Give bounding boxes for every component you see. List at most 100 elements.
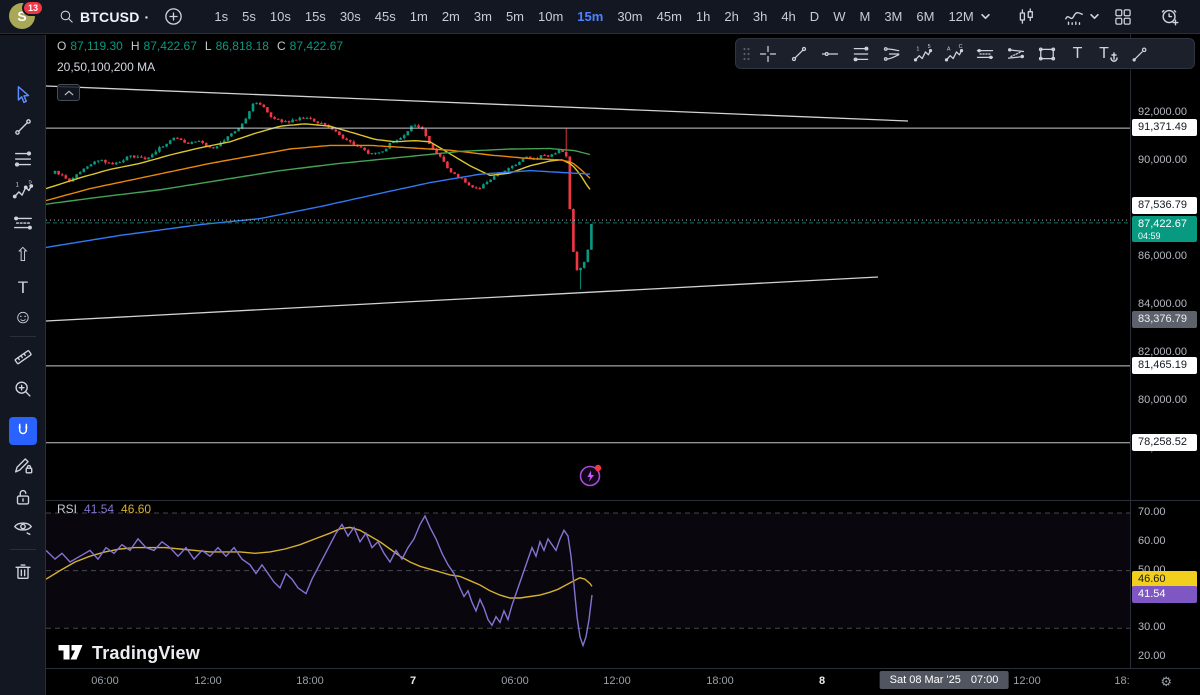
price-axis[interactable]: 94,000.0092,000.0090,000.0088,000.0086,0… (1130, 33, 1200, 668)
cursor-tool-button[interactable] (9, 81, 37, 109)
measure-tool-button[interactable] (9, 343, 37, 371)
timeframe-4h[interactable]: 4h (781, 8, 796, 24)
add-symbol-button[interactable] (156, 0, 191, 33)
price-tick: 80,000.00 (1138, 394, 1187, 406)
timeframe-6M[interactable]: 6M (916, 8, 935, 24)
ma-legend-row[interactable]: 20,50,100,200 MA (57, 60, 343, 74)
cross-tool-button[interactable] (752, 40, 783, 67)
svg-text:5: 5 (29, 180, 33, 185)
time-tick: 7 (409, 675, 417, 687)
text-button[interactable]: T (1062, 40, 1093, 67)
chart-style-button[interactable] (1009, 0, 1044, 33)
rsi-label-yellow: 46.60 (1132, 571, 1197, 589)
lock-drawings-button[interactable] (9, 483, 37, 511)
timeframe-10m[interactable]: 10m (538, 8, 564, 24)
timeframe-M[interactable]: M (859, 8, 871, 24)
anchored-text-button[interactable]: T (1093, 40, 1124, 67)
timeframe-12M[interactable]: 12M (948, 8, 974, 24)
timeframe-3h[interactable]: 3h (752, 8, 768, 24)
timeframe-45s[interactable]: 45s (374, 8, 396, 24)
gear-icon[interactable]: ⚙ (1160, 674, 1172, 689)
brush-button[interactable] (1124, 40, 1155, 67)
indicators-button[interactable] (1056, 0, 1106, 33)
timeframe-3m[interactable]: 3m (473, 8, 492, 24)
svg-text:5: 5 (927, 44, 930, 50)
timeframe-15m[interactable]: 15m (577, 8, 604, 24)
rsi-series (46, 514, 593, 648)
timeframe-3M[interactable]: 3M (884, 8, 903, 24)
drawing-mode-button[interactable] (9, 451, 37, 479)
time-tick: 06:00 (91, 675, 119, 687)
pane-separator[interactable] (46, 500, 1200, 501)
rsi-band (46, 512, 1130, 629)
horizontal-ray-button[interactable] (814, 40, 845, 67)
symbol-legend[interactable]: O 87,119.30 H 87,422.67 L 86,818.18 C 87,422… (57, 39, 343, 81)
high-value: 87,422.67 (143, 39, 197, 53)
chevron-up-icon (64, 89, 73, 95)
trend-line-icon (15, 119, 31, 135)
cursor-icon (17, 86, 30, 104)
remove-drawings-button[interactable] (9, 557, 37, 585)
hide-drawings-button[interactable] (9, 513, 37, 541)
timeframe-D[interactable]: D (809, 8, 820, 24)
timeframe-30m[interactable]: 30m (617, 8, 643, 24)
fib-retracement-icon (853, 46, 868, 61)
text-tool-button[interactable]: T (9, 273, 37, 301)
elliott-impulse-button[interactable]: 1 5 (907, 40, 938, 67)
close-label: C (276, 39, 286, 53)
timeframe-5m[interactable]: 5m (505, 8, 524, 24)
price-tick: 92,000.00 (1138, 106, 1187, 118)
drag-handle[interactable] (740, 40, 752, 67)
flash-notification-badge[interactable] (577, 461, 605, 494)
timeframe-2h[interactable]: 2h (724, 8, 739, 24)
symbol-search-button[interactable]: BTCUSD · (51, 0, 156, 33)
timeframe-menu-button[interactable] (981, 0, 997, 33)
timeframe-2m[interactable]: 2m (441, 8, 460, 24)
low-value: 86,818.18 (215, 39, 269, 53)
tradingview-logo[interactable]: TradingView (57, 642, 200, 664)
elliott-wave-icon: 1 5 (12, 180, 34, 199)
timeframe-15s[interactable]: 15s (304, 8, 326, 24)
zoom-in-tool-button[interactable] (9, 375, 37, 403)
ruler-icon (14, 350, 32, 365)
chart-canvas[interactable] (46, 33, 1130, 668)
bar-replay-button[interactable] (1188, 0, 1200, 33)
time-axis[interactable]: Sat 08 Mar '25 07:00 ⚙ 06:00 12:00 18:00 7 06… (46, 668, 1200, 695)
elliott-wave-tool-button[interactable]: 1 5 (9, 177, 37, 205)
pattern-lines-button[interactable] (969, 40, 1000, 67)
trend-line-tool-button[interactable] (9, 113, 37, 141)
price-label-gray: 83,376.79 (1132, 310, 1197, 328)
timeframe-5s[interactable]: 5s (242, 8, 256, 24)
toolbar-separator (10, 549, 36, 550)
abcd-pattern-button[interactable] (1000, 40, 1031, 67)
layout-grid-button[interactable] (1106, 0, 1140, 33)
elliott-correction-button[interactable]: A C (938, 40, 969, 67)
trend-drawings[interactable] (46, 85, 1130, 444)
rsi-legend[interactable]: RSI 41.54 46.60 (57, 502, 151, 516)
emoji-tool-button[interactable]: ☺ (9, 303, 37, 331)
anchor-icon (1110, 51, 1118, 62)
timeframe-30s[interactable]: 30s (339, 8, 361, 24)
timeframe-45m[interactable]: 45m (656, 8, 682, 24)
svg-text:A: A (946, 46, 950, 52)
tradingview-mark-icon (58, 645, 83, 660)
timeframe-W[interactable]: W (833, 8, 846, 24)
timeframe-1h[interactable]: 1h (695, 8, 711, 24)
rectangle-button[interactable] (1031, 40, 1062, 67)
user-avatar[interactable]: S 13 (9, 0, 44, 31)
fib-retracement-tool-button[interactable] (9, 145, 37, 173)
pattern-tool-button[interactable] (9, 209, 37, 237)
timeframe-10s[interactable]: 10s (269, 8, 291, 24)
moving-averages (46, 123, 591, 249)
trend-line-button[interactable] (783, 40, 814, 67)
notification-badge[interactable]: 13 (21, 0, 44, 16)
arrow-marker-tool-button[interactable]: ⇧ (9, 241, 37, 269)
collapse-legend-button[interactable] (57, 84, 80, 101)
timeframe-1s[interactable]: 1s (214, 8, 229, 24)
timeframe-1m[interactable]: 1m (409, 8, 428, 24)
pitchfork-button[interactable] (876, 40, 907, 67)
create-alert-button[interactable] (1152, 0, 1188, 33)
alert-clock-plus-icon (1161, 9, 1179, 25)
fib-retracement-button[interactable] (845, 40, 876, 67)
magnet-tool-button-active[interactable] (9, 417, 37, 445)
